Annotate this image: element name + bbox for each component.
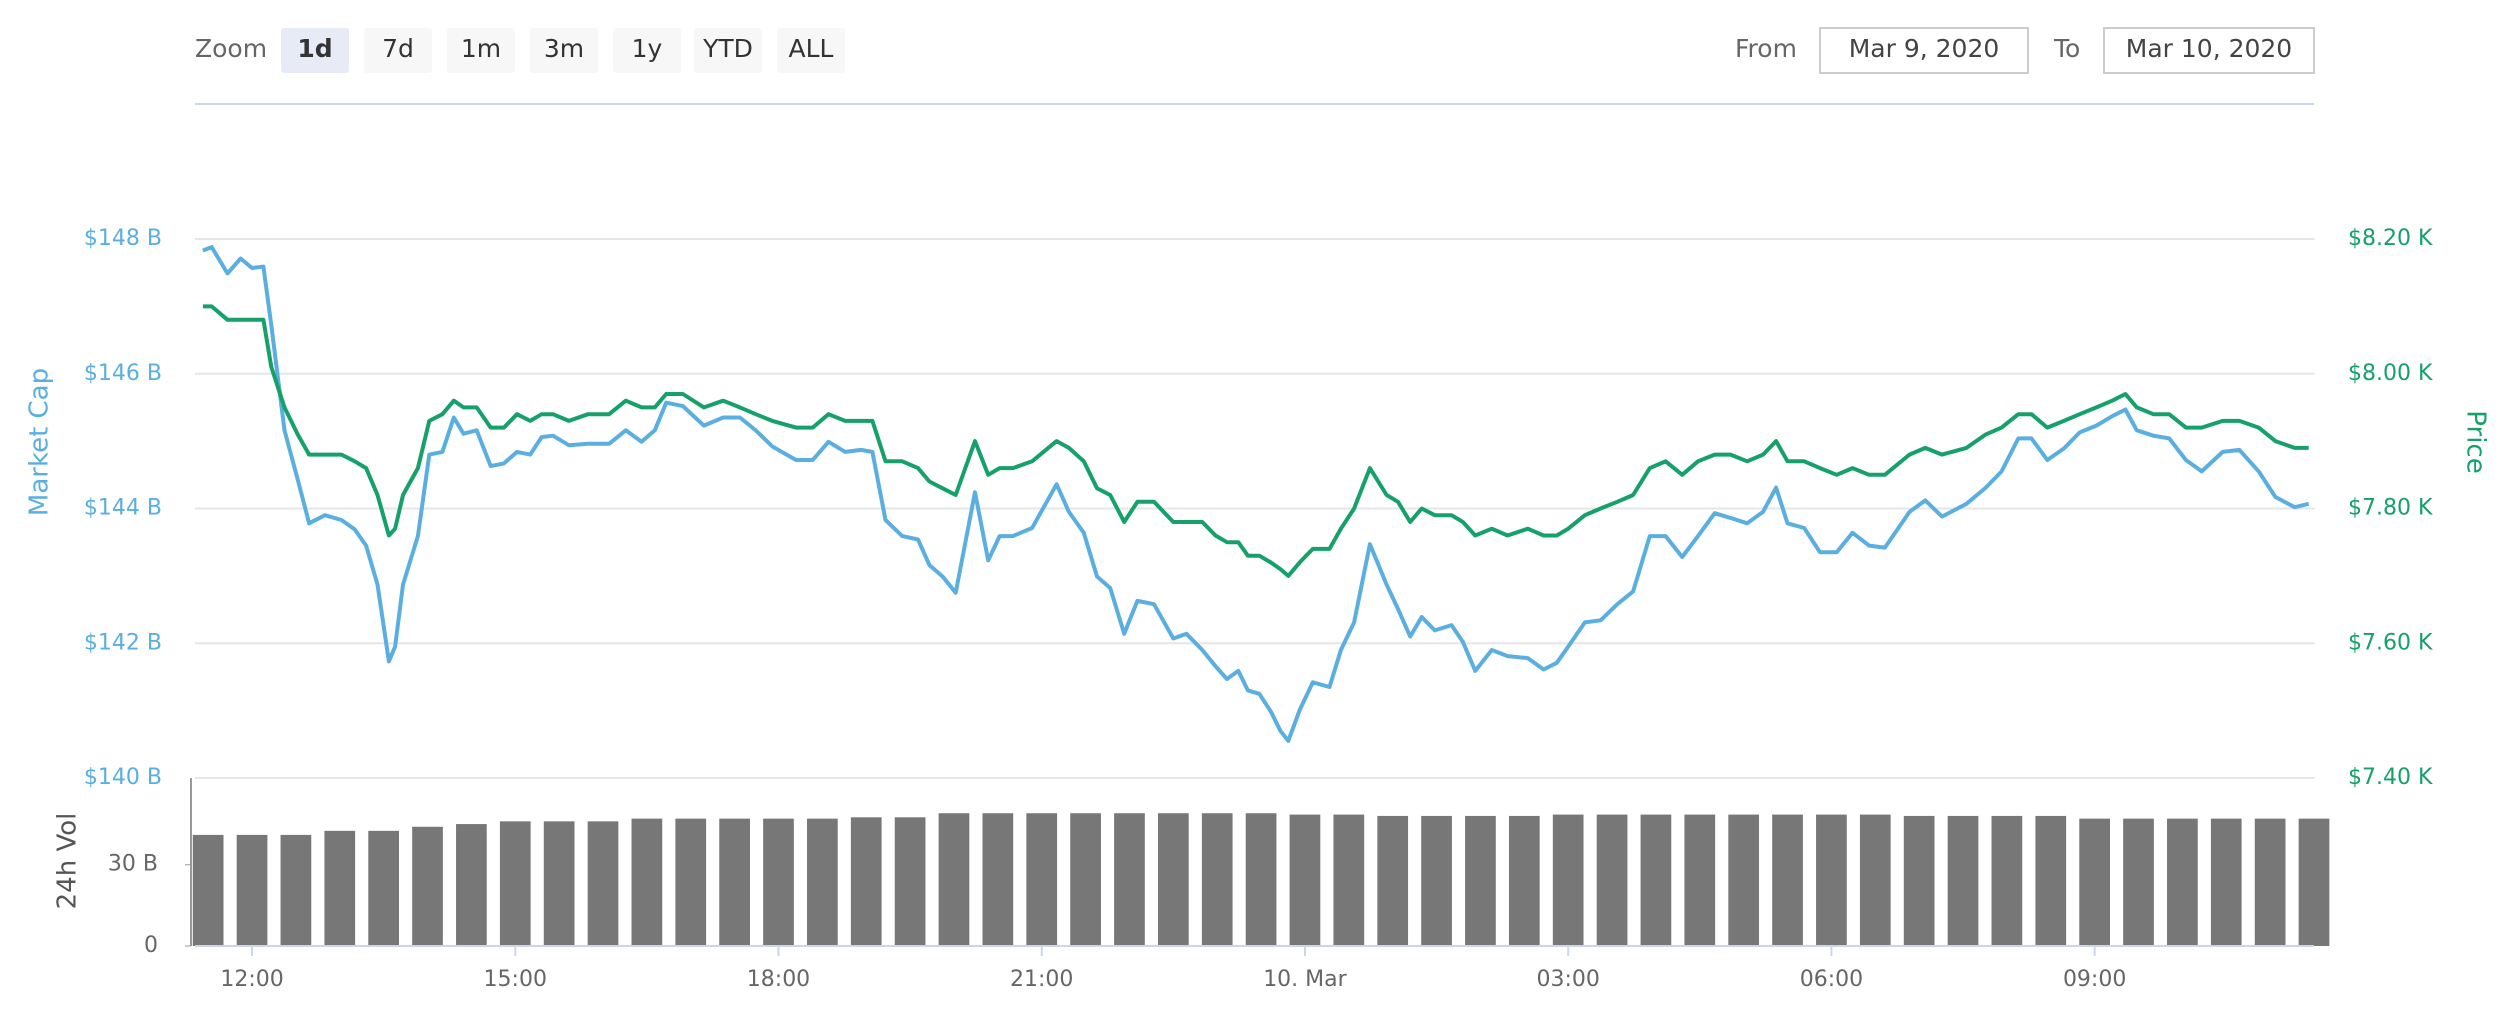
volume-bar [1552,814,1584,946]
volume-bar [850,817,882,946]
y-tick-label: $144 B [84,496,162,521]
volume-bar [2210,818,2242,946]
volume-bar [1728,814,1760,946]
volume-bar [982,813,1014,946]
volume-bar [456,824,487,946]
x-tick-label: 18:00 [747,967,810,992]
volume-bar [763,818,794,946]
volume-bar [324,830,356,946]
volume-bar [2079,818,2110,946]
y-axis-title: Market Cap [25,368,55,516]
x-tick-label: 06:00 [1800,967,1863,992]
zoom-button[interactable] [613,28,681,73]
volume-bar [280,834,312,946]
y2-tick-label: $7.80 K [2348,496,2433,521]
y-tick-label: $148 B [84,226,162,251]
y2-tick-label: $7.60 K [2348,630,2433,655]
y2-tick-label: $7.40 K [2348,765,2433,790]
volume-bar [1245,813,1277,946]
from-label: From [1735,34,1797,63]
volume-bar [192,834,224,946]
volume-bar [499,821,531,946]
zoom-button[interactable] [364,28,432,73]
x-tick-label: 21:00 [1010,967,1073,992]
volume-bar [1114,813,1145,946]
volume-bar [2035,815,2067,946]
x-tick-label: 09:00 [2063,967,2126,992]
zoom-label: Zoom [195,34,267,63]
volume-bar [1421,815,1452,946]
x-tick-label: 12:00 [220,967,283,992]
volume-tick-label: 30 B [108,852,158,877]
from-date[interactable]: Mar 9, 2020 [1849,34,2000,63]
volume-bar [1201,813,1233,946]
volume-bar [1596,814,1628,946]
volume-tick-label: 0 [144,933,158,958]
volume-bar [1070,813,1101,946]
y-tick-label: $146 B [84,361,162,386]
to-label: To [2053,34,2080,63]
volume-bar [1947,815,1979,946]
volume-bar [1859,814,1891,946]
volume-bar [1772,814,1803,946]
volume-bar [1377,815,1409,946]
volume-bar [587,821,619,946]
volume-bar [894,817,926,946]
series-line [202,304,2309,578]
x-tick-label: 10. Mar [1263,967,1347,992]
x-tick-label: 03:00 [1536,967,1599,992]
y2-tick-label: $8.20 K [2348,226,2433,251]
volume-bar [412,826,443,946]
y-tick-label: $140 B [84,765,162,790]
from-date-box[interactable] [1819,27,2029,74]
zoom-button-label[interactable]: ALL [789,34,834,63]
volume-bar [1903,815,1935,946]
volume-bar [2298,818,2330,946]
volume-bar [631,818,663,946]
volume-bar [368,830,400,946]
volume-bar [1991,815,2023,946]
volume-bar [236,834,268,946]
series-line [202,245,2310,743]
volume-bar [1465,815,1496,946]
volume-bar [543,821,575,946]
volume-bar [1333,814,1365,946]
zoom-button-label[interactable]: 1y [632,34,663,63]
volume-bar [938,813,970,946]
volume-bar [1684,814,1716,946]
volume-bar [675,818,707,946]
volume-bar [1289,814,1321,946]
zoom-button-label[interactable]: 1d [297,34,332,63]
zoom-button[interactable] [447,28,515,73]
zoom-button[interactable] [281,28,349,73]
zoom-button-label[interactable]: 7d [382,34,414,63]
volume-bar [1508,815,1540,946]
volume-bar [2123,818,2154,946]
x-tick-label: 15:00 [484,967,547,992]
to-date[interactable]: Mar 10, 2020 [2126,34,2292,63]
volume-bar [2254,818,2286,946]
y-tick-label: $142 B [84,630,162,655]
volume-axis-title: 24h Vol [53,813,83,910]
zoom-button[interactable] [777,28,845,73]
volume-bar [1816,814,1847,946]
volume-bar [719,818,750,946]
y2-tick-label: $8.00 K [2348,361,2433,386]
zoom-button[interactable] [530,28,598,73]
y2-axis-title: Price [2461,410,2491,473]
zoom-button-label[interactable]: 1m [461,34,501,63]
volume-bar [1157,813,1189,946]
volume-bar [1026,813,1058,946]
volume-bar [2167,818,2198,946]
to-date-box[interactable] [2103,27,2315,74]
zoom-button-label[interactable]: 3m [544,34,584,63]
volume-bar [1640,814,1672,946]
zoom-button-label[interactable]: YTD [702,34,753,63]
zoom-button[interactable] [694,28,762,73]
volume-bar [807,818,838,946]
